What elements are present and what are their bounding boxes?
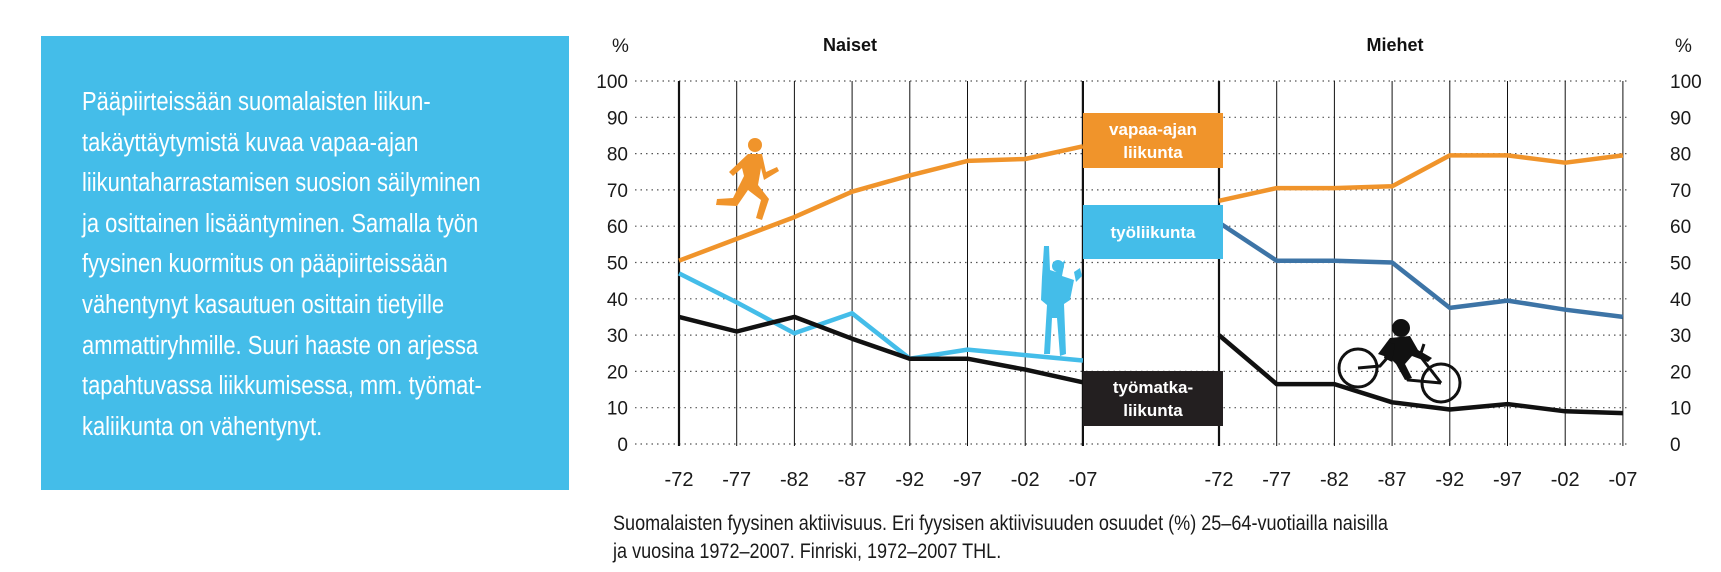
y-unit-left: % bbox=[612, 36, 629, 57]
x-tick-label: -77 bbox=[722, 469, 751, 491]
y-tick-label-right: 30 bbox=[1670, 326, 1691, 347]
chart-caption: Suomalaisten fyysinen aktiivisuus. Eri f… bbox=[613, 510, 1388, 566]
legend-box bbox=[1083, 371, 1223, 426]
x-tick-label: -97 bbox=[953, 469, 982, 491]
intro-text-box: Pääpiirteissään suomalaisten liikun- tak… bbox=[41, 36, 569, 490]
figures bbox=[716, 138, 1462, 404]
intro-line: liikuntaharrastamisen suosion säilyminen bbox=[82, 169, 481, 198]
y-tick-label-left: 80 bbox=[607, 145, 628, 166]
intro-line: takäyttäytymistä kuvaa vapaa-ajan bbox=[82, 128, 419, 157]
series-line bbox=[1218, 153, 1624, 203]
legend-label: työliikunta bbox=[1110, 223, 1196, 242]
y-tick-label-right: 20 bbox=[1670, 362, 1691, 383]
y-tick-label-right: 50 bbox=[1670, 254, 1691, 275]
panel-title: Naiset bbox=[823, 35, 877, 55]
x-tick-label: -82 bbox=[1320, 469, 1349, 491]
intro-line: ammattiryhmille. Suuri haaste on arjessa bbox=[82, 331, 479, 360]
legend-label: vapaa-ajan bbox=[1109, 120, 1197, 139]
y-tick-label-right: 100 bbox=[1670, 72, 1702, 93]
x-tick-label: -77 bbox=[1262, 469, 1291, 491]
legend: vapaa-ajan liikunta työliikunta työmatka-li… bbox=[1083, 113, 1223, 426]
x-tick-label: -02 bbox=[1551, 469, 1580, 491]
intro-line: ja osittainen lisääntyminen. Samalla työ… bbox=[82, 209, 479, 238]
x-tick-label: -87 bbox=[1378, 469, 1407, 491]
y-tick-label-right: 10 bbox=[1670, 399, 1691, 420]
y-unit-right: % bbox=[1675, 36, 1692, 57]
y-tick-label-left: 70 bbox=[607, 181, 628, 202]
intro-line: tapahtuvassa liikkumisessa, mm. työmat- bbox=[82, 372, 482, 401]
y-tick-label-left: 100 bbox=[596, 72, 628, 93]
worker-icon bbox=[1041, 246, 1082, 356]
x-tick-label: -97 bbox=[1493, 469, 1522, 491]
y-tick-label-right: 40 bbox=[1670, 290, 1691, 311]
x-tick-label: -92 bbox=[1435, 469, 1464, 491]
y-tick-label-right: 60 bbox=[1670, 217, 1691, 238]
cyclist-icon bbox=[1337, 319, 1462, 404]
intro-line: kaliikunta on vähentynyt. bbox=[82, 412, 323, 441]
x-tick-label: -82 bbox=[780, 469, 809, 491]
y-tick-label-right: 70 bbox=[1670, 181, 1691, 202]
series-line bbox=[1217, 333, 1623, 416]
y-tick-label-right: 0 bbox=[1670, 435, 1681, 456]
series-lines bbox=[677, 144, 1624, 416]
y-tick-label-left: 40 bbox=[607, 290, 628, 311]
series-line bbox=[678, 144, 1084, 263]
x-tick-label: -72 bbox=[1205, 469, 1234, 491]
x-tick-label: -02 bbox=[1011, 469, 1040, 491]
caption-line-2: ja vuosina 1972–2007. Finriski, 1972–200… bbox=[613, 540, 1002, 563]
y-tick-label-left: 0 bbox=[617, 435, 628, 456]
series-line bbox=[1217, 220, 1624, 320]
x-tick-label: -07 bbox=[1608, 469, 1637, 491]
activity-chart: 0 0 10 10 20 20 30 30 40 40 50 50 60 60 70 70 80 80 90 90 10… bbox=[596, 35, 1701, 491]
intro-line: vähentynyt kasautuen osittain tietyille bbox=[82, 290, 445, 319]
y-tick-label-right: 90 bbox=[1670, 108, 1691, 129]
y-tick-label-left: 20 bbox=[607, 362, 628, 383]
y-tick-label-left: 50 bbox=[607, 254, 628, 275]
series-line bbox=[678, 314, 1084, 385]
x-tick-label: -87 bbox=[838, 469, 867, 491]
x-tick-label: -92 bbox=[895, 469, 924, 491]
legend-label: liikunta bbox=[1123, 143, 1183, 162]
legend-box bbox=[1083, 113, 1223, 168]
x-tick-label: -07 bbox=[1068, 469, 1097, 491]
runner-icon bbox=[716, 138, 779, 220]
panel-title: Miehet bbox=[1366, 35, 1423, 55]
y-tick-label-right: 80 bbox=[1670, 145, 1691, 166]
legend-box bbox=[1083, 205, 1223, 259]
y-tick-label-left: 90 bbox=[607, 108, 628, 129]
axes: 0 0 10 10 20 20 30 30 40 40 50 50 60 60 70 70 80 80 90 90 10… bbox=[596, 35, 1701, 491]
intro-line: Pääpiirteissään suomalaisten liikun- bbox=[82, 88, 431, 116]
y-tick-label-left: 10 bbox=[607, 399, 628, 420]
caption-line-1: Suomalaisten fyysinen aktiivisuus. Eri f… bbox=[613, 512, 1388, 535]
legend-label: työmatka- bbox=[1113, 378, 1193, 397]
y-tick-label-left: 30 bbox=[607, 326, 628, 347]
y-tick-label-left: 60 bbox=[607, 217, 628, 238]
legend-label: liikunta bbox=[1123, 401, 1183, 420]
intro-text: Pääpiirteissään suomalaisten liikun- tak… bbox=[82, 82, 529, 447]
x-tick-label: -72 bbox=[665, 469, 694, 491]
intro-line: fyysinen kuormitus on pääpiirteissään bbox=[82, 250, 448, 279]
series-line bbox=[677, 271, 1084, 363]
